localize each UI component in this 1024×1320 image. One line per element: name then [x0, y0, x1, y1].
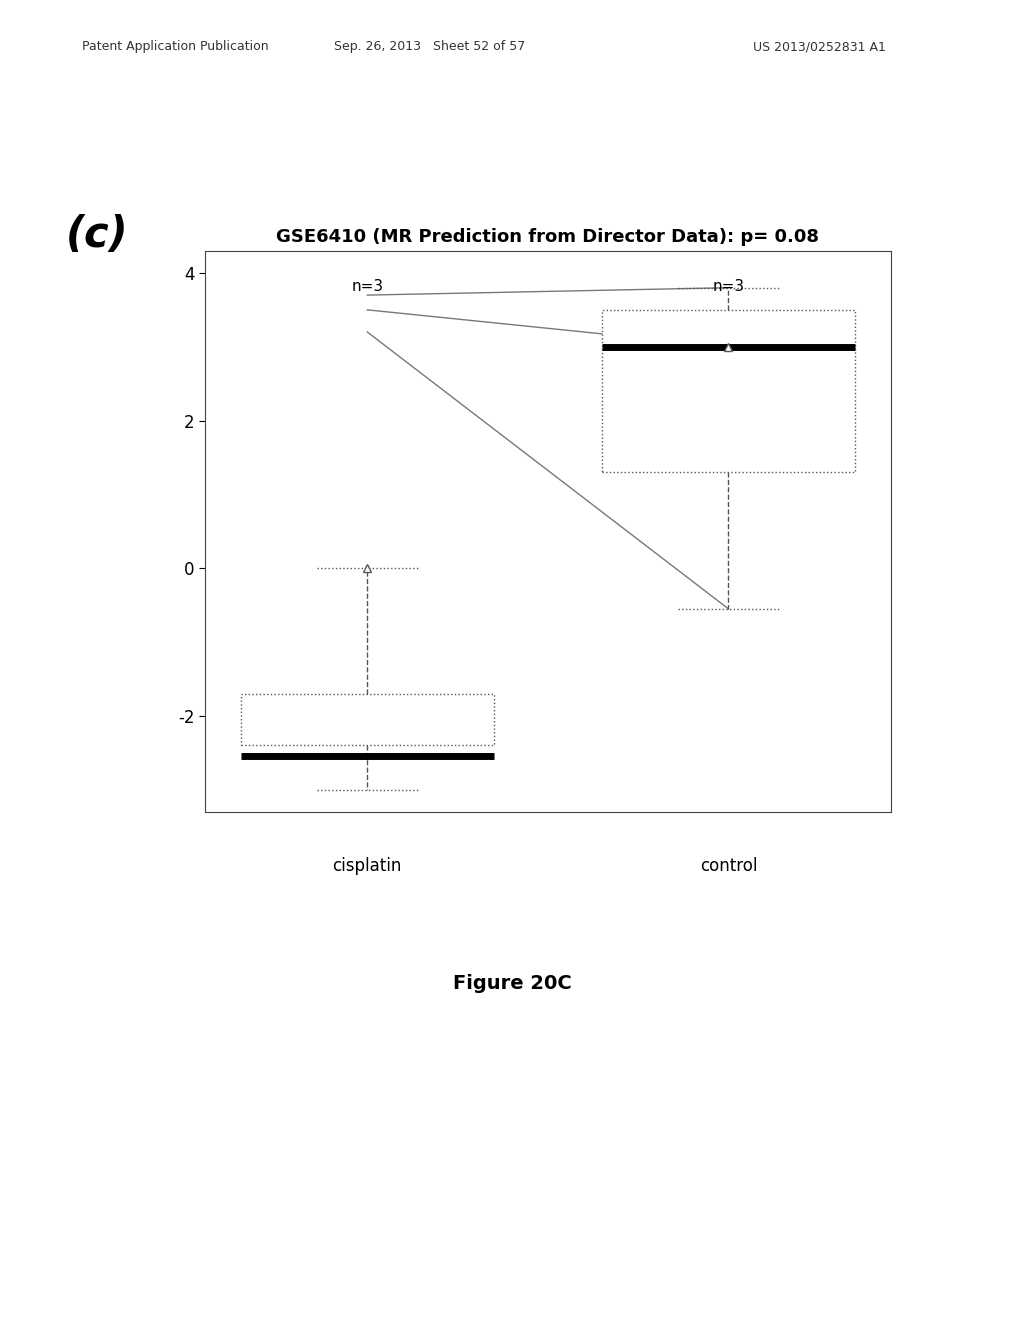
- Text: cisplatin: cisplatin: [333, 857, 402, 875]
- Text: n=3: n=3: [351, 279, 383, 294]
- Text: US 2013/0252831 A1: US 2013/0252831 A1: [753, 40, 886, 53]
- Title: GSE6410 (MR Prediction from Director Data): p= 0.08: GSE6410 (MR Prediction from Director Dat…: [276, 228, 819, 247]
- Text: Sep. 26, 2013   Sheet 52 of 57: Sep. 26, 2013 Sheet 52 of 57: [335, 40, 525, 53]
- Text: n=3: n=3: [713, 279, 744, 294]
- Text: Figure 20C: Figure 20C: [453, 974, 571, 993]
- Text: Patent Application Publication: Patent Application Publication: [82, 40, 268, 53]
- Bar: [602, 310, 855, 473]
- Bar: [241, 694, 494, 746]
- Text: (c): (c): [66, 214, 129, 256]
- Text: control: control: [699, 857, 757, 875]
